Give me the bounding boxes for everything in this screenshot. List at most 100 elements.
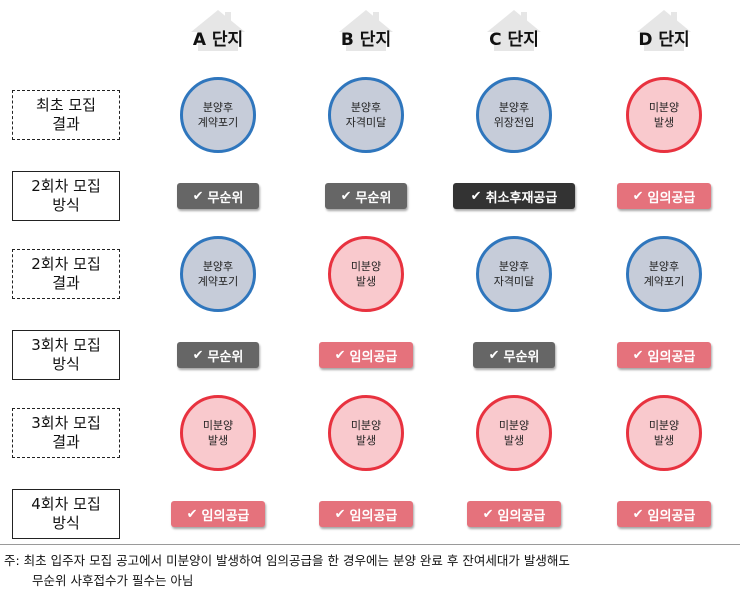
- checkmark-icon: ✔: [470, 188, 482, 204]
- row-label-line: 3회차 모집: [31, 336, 101, 354]
- method-badge: ✔ 무순위: [177, 183, 259, 209]
- row-label-line: 4회차 모집: [31, 495, 101, 513]
- circle-text-line: 분양후: [498, 101, 530, 114]
- circle-text-line: 자격미달: [493, 275, 535, 288]
- row-label-result: 최초 모집 결과: [12, 90, 120, 140]
- circle-text-line: 분양후: [498, 260, 530, 273]
- checkmark-icon: ✔: [482, 506, 494, 522]
- circle-text-line: 발생: [355, 275, 377, 288]
- checkmark-icon: ✔: [632, 188, 644, 204]
- circle-text-line: 분양후: [202, 260, 234, 273]
- badge-label: 무순위: [207, 190, 244, 206]
- row-label-line: 3회차 모집: [31, 414, 101, 432]
- circle-text-line: 분양후: [202, 101, 234, 114]
- row-label-line: 2회차 모집: [31, 255, 101, 273]
- circle-text-line: 발생: [653, 434, 675, 447]
- house-icon: [191, 10, 245, 51]
- note-line-1: 주: 최초 입주자 모집 공고에서 미분양이 발생하여 임의공급을 한 경우에는…: [4, 553, 570, 568]
- circle-text-line: 분양후: [648, 260, 680, 273]
- circle-text-line: 계약포기: [643, 275, 685, 288]
- badge-label: 무순위: [503, 349, 540, 365]
- method-badge: ✔ 임의공급: [319, 501, 413, 527]
- row-label-line: 최초 모집: [36, 96, 96, 114]
- circle-text-line: 미분양: [648, 419, 680, 432]
- badge-label: 임의공급: [349, 508, 398, 524]
- house-icon: [487, 10, 541, 51]
- checkmark-icon: ✔: [632, 347, 644, 363]
- method-badge: ✔ 임의공급: [171, 501, 265, 527]
- circle-text-line: 미분양: [350, 260, 382, 273]
- checkmark-icon: ✔: [192, 188, 204, 204]
- method-badge: ✔ 임의공급: [617, 183, 711, 209]
- row-label-method: 3회차 모집 방식: [12, 330, 120, 380]
- badge-label: 임의공급: [497, 508, 546, 524]
- circle-text-line: 미분양: [648, 101, 680, 114]
- circle-text-line: 위장전입: [493, 116, 535, 129]
- badge-label: 임의공급: [349, 349, 398, 365]
- checkmark-icon: ✔: [334, 506, 346, 522]
- row-label-method: 2회차 모집 방식: [12, 171, 120, 221]
- row-label-line: 결과: [52, 115, 80, 133]
- method-badge: ✔ 임의공급: [617, 342, 711, 368]
- badge-label: 임의공급: [201, 508, 250, 524]
- circle-text-line: 발생: [355, 434, 377, 447]
- method-badge: ✔ 임의공급: [617, 501, 711, 527]
- column-header: D 단지: [614, 8, 714, 58]
- circle-text-line: 분양후: [350, 101, 382, 114]
- row-label-line: 방식: [52, 196, 80, 214]
- circle-text-line: 발생: [207, 434, 229, 447]
- house-icon: [339, 10, 393, 51]
- circle-text-line: 미분양: [350, 419, 382, 432]
- method-badge: ✔ 취소후재공급: [453, 183, 575, 209]
- circle-text-line: 발생: [503, 434, 525, 447]
- row-label-line: 결과: [52, 274, 80, 292]
- circle-text-line: 자격미달: [345, 116, 387, 129]
- column-label: A 단지: [192, 30, 244, 50]
- badge-label: 임의공급: [647, 190, 696, 206]
- row-label-line: 2회차 모집: [31, 177, 101, 195]
- column-label: D 단지: [638, 30, 690, 50]
- note-divider: [0, 544, 740, 545]
- row-label-line: 방식: [52, 355, 80, 373]
- row-label-line: 결과: [52, 433, 80, 451]
- badge-label: 무순위: [355, 190, 392, 206]
- row-label-line: 방식: [52, 514, 80, 532]
- badge-label: 취소후재공급: [485, 190, 558, 206]
- column-header: A 단지: [168, 8, 268, 58]
- checkmark-icon: ✔: [192, 347, 204, 363]
- circle-text-line: 미분양: [202, 419, 234, 432]
- method-badge: ✔ 무순위: [325, 183, 407, 209]
- row-label-result: 2회차 모집 결과: [12, 249, 120, 299]
- checkmark-icon: ✔: [632, 506, 644, 522]
- column-header: C 단지: [464, 8, 564, 58]
- house-icon: [637, 10, 691, 51]
- column-label: C 단지: [489, 30, 539, 50]
- checkmark-icon: ✔: [334, 347, 346, 363]
- note-line-2: 무순위 사후접수가 필수는 아님: [32, 573, 194, 588]
- method-badge: ✔ 임의공급: [467, 501, 561, 527]
- result-circle: 미분양 발생: [626, 77, 702, 153]
- circle-text-line: 미분양: [498, 419, 530, 432]
- method-badge: ✔ 무순위: [473, 342, 555, 368]
- badge-label: 무순위: [207, 349, 244, 365]
- row-label-method: 4회차 모집 방식: [12, 489, 120, 539]
- badge-label: 임의공급: [647, 349, 696, 365]
- method-badge: ✔ 무순위: [177, 342, 259, 368]
- column-label: B 단지: [340, 30, 392, 50]
- circle-text-line: 계약포기: [197, 116, 239, 129]
- badge-label: 임의공급: [647, 508, 696, 524]
- column-header: B 단지: [316, 8, 416, 58]
- circle-text-line: 계약포기: [197, 275, 239, 288]
- method-badge: ✔ 임의공급: [319, 342, 413, 368]
